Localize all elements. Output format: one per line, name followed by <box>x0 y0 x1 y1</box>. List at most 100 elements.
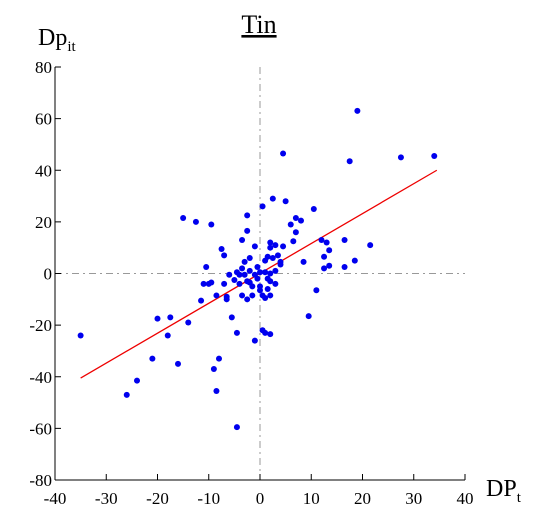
data-point <box>351 257 358 264</box>
data-point <box>246 255 253 262</box>
data-point <box>313 287 320 294</box>
data-point <box>287 221 294 228</box>
y-axis-label: Dpit <box>38 25 77 55</box>
data-point <box>149 355 156 362</box>
data-point <box>198 297 205 304</box>
data-point <box>341 236 348 243</box>
x-tick-label: 10 <box>303 489 320 508</box>
data-point <box>267 278 274 285</box>
data-point <box>236 271 243 278</box>
x-axis-label-sub: t <box>517 490 522 506</box>
data-point <box>267 331 274 338</box>
y-tick-label: -40 <box>29 368 52 387</box>
data-point <box>262 329 269 336</box>
y-axis-label-sub: it <box>67 39 76 55</box>
data-point <box>244 212 251 219</box>
data-point <box>341 264 348 271</box>
data-point <box>251 337 258 344</box>
data-point <box>221 280 228 287</box>
scatter-points <box>77 107 438 431</box>
data-point <box>321 253 328 260</box>
data-point <box>326 262 333 269</box>
data-point <box>292 229 299 236</box>
data-point <box>208 279 215 286</box>
chart-title: Tin <box>241 10 276 39</box>
data-point <box>257 269 263 276</box>
data-point <box>274 252 281 259</box>
y-tick-label: 20 <box>35 213 52 232</box>
data-point <box>282 198 289 205</box>
data-point <box>185 319 192 326</box>
data-point <box>175 360 181 367</box>
data-point <box>318 236 325 243</box>
data-point <box>239 292 246 299</box>
data-point <box>267 292 274 299</box>
data-point <box>323 239 330 246</box>
data-point <box>254 264 261 271</box>
data-point <box>251 243 258 250</box>
data-point <box>267 270 274 277</box>
data-point <box>236 280 243 287</box>
data-point <box>77 332 84 339</box>
data-point <box>210 366 217 373</box>
data-point <box>254 275 261 282</box>
data-point <box>233 424 240 431</box>
data-point <box>213 387 220 394</box>
data-point <box>267 239 274 246</box>
data-point <box>154 315 161 322</box>
x-axis-label: DPt <box>486 476 522 506</box>
y-tick-label: 40 <box>35 161 52 180</box>
data-point <box>280 243 287 250</box>
data-point <box>123 391 130 398</box>
data-point <box>241 271 248 278</box>
data-point <box>310 205 317 212</box>
data-point <box>249 292 256 299</box>
data-point <box>280 150 287 157</box>
y-axis-label-main: Dp <box>38 25 67 51</box>
data-point <box>262 295 269 302</box>
data-point <box>431 153 438 160</box>
x-tick-label: 20 <box>354 489 371 508</box>
y-tick-label: 80 <box>35 58 52 77</box>
data-point <box>200 280 207 287</box>
x-tick-label: 40 <box>457 489 474 508</box>
data-point <box>244 227 251 234</box>
data-point <box>203 264 210 271</box>
data-point <box>246 267 253 274</box>
data-point <box>226 271 233 278</box>
data-point <box>298 217 304 224</box>
data-point <box>290 238 297 245</box>
y-tick-label: 0 <box>44 265 53 284</box>
x-tick-label: -30 <box>95 489 118 508</box>
data-point <box>244 296 251 303</box>
data-point <box>272 280 279 287</box>
data-point <box>257 287 263 294</box>
data-point <box>221 252 228 259</box>
data-point <box>305 313 312 320</box>
data-point <box>218 245 225 252</box>
data-point <box>292 215 299 222</box>
data-point <box>269 255 276 262</box>
data-point <box>267 244 274 251</box>
data-point <box>259 203 266 210</box>
data-point <box>354 107 361 114</box>
data-point <box>272 242 279 249</box>
x-axis-ticks: -40 -30 -20 -10 0 10 20 30 40 <box>44 474 474 508</box>
data-point <box>264 285 271 292</box>
data-point <box>241 258 248 265</box>
data-point <box>180 215 187 222</box>
data-point <box>264 253 271 260</box>
data-point <box>192 218 199 225</box>
data-point <box>216 355 222 362</box>
data-point <box>233 329 240 336</box>
data-point <box>213 292 220 299</box>
data-point <box>239 236 246 243</box>
y-axis-ticks: -80 -60 -40 -20 0 20 40 60 80 <box>29 58 61 490</box>
data-point <box>262 269 269 276</box>
data-point <box>167 314 174 321</box>
data-point <box>208 221 215 228</box>
data-point <box>397 154 404 161</box>
data-point <box>277 261 284 268</box>
data-point <box>367 242 374 249</box>
